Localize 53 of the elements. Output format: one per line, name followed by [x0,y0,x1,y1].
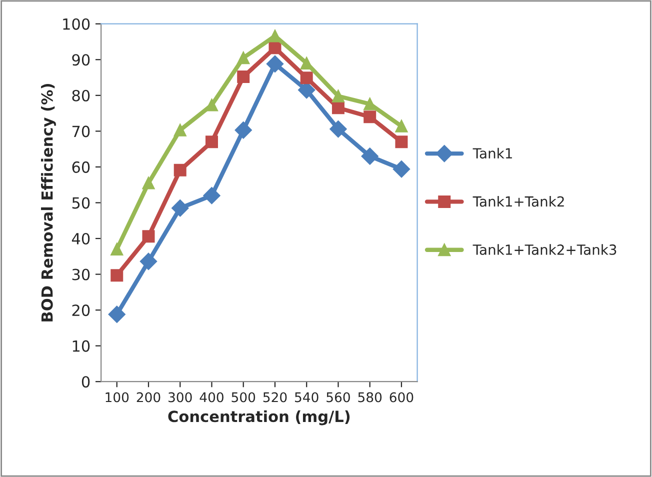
y-tick-label: 10 [72,340,90,352]
y-tick-label: 40 [72,232,90,245]
point [266,55,284,72]
x-axis-title: Concentration (mg/L) [168,410,350,426]
y-tick-label: 0 [82,376,90,388]
x-tick-label: 600 [390,392,414,402]
point [110,269,124,282]
point [361,148,378,165]
y-tick-label: 50 [72,197,90,209]
y-tick-label: 60 [72,161,90,173]
x-tick-label: 560 [326,392,350,402]
point [392,160,410,178]
point [300,72,313,84]
x-tick-label: 580 [358,392,382,402]
point [330,120,347,138]
point [174,124,186,136]
point [332,90,344,102]
point [364,110,376,124]
point [108,306,126,323]
point [174,164,186,176]
legend-label: Tank1 [472,148,512,159]
point [268,42,282,54]
point [332,102,344,114]
point [142,230,155,243]
point [172,200,189,217]
legend-label: Tank1+Tank2 [472,196,564,207]
point [140,252,158,270]
y-tick-label: 80 [72,90,90,102]
point [237,70,250,84]
x-tick-label: 400 [200,392,224,402]
y-tick-label: 20 [72,304,90,316]
point [110,242,124,256]
point [142,176,155,190]
y-tick-label: 30 [72,268,90,280]
x-tick-label: 540 [295,392,318,402]
point [237,52,250,64]
y-tick-label: 90 [72,54,90,66]
y-tick-label: 70 [72,126,90,138]
legend-label: Tank1+Tank2+Tank3 [472,244,616,255]
point [203,187,220,204]
y-tick-label: 100 [63,18,90,30]
point [364,98,376,110]
point [395,120,408,132]
point [205,136,218,148]
x-tick-label: 200 [136,392,160,402]
point [234,122,252,139]
y-axis-title: BOD Removal Efficiency (%) [41,84,56,322]
x-tick-label: 100 [106,392,129,402]
x-tick-label: 520 [263,392,287,402]
point [300,56,313,70]
point [395,136,408,148]
x-tick-label: 500 [232,392,256,402]
x-tick-label: 300 [168,392,192,402]
